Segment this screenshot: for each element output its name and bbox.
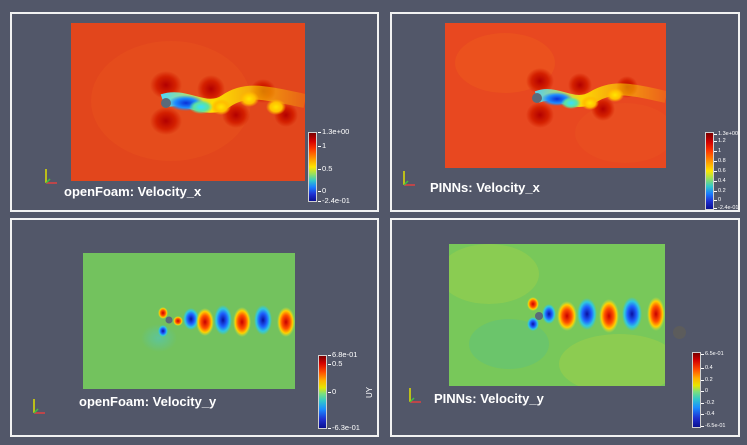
axes-orientation-icon — [33, 399, 45, 414]
velocity-x-field-openfoam — [71, 23, 305, 181]
colorbar-tick: 0 — [327, 387, 337, 396]
colorbar-velocity-x — [308, 132, 317, 202]
colorbar-tick: 0.4 — [714, 178, 726, 184]
colorbar-tick: 1.3e+00 — [317, 127, 350, 136]
cylinder-icon — [535, 312, 543, 320]
panel-title: PINNs: Velocity_y — [434, 391, 544, 406]
axes-orientation-icon — [409, 388, 421, 403]
colorbar-axis-title: UY — [365, 386, 374, 398]
colorbar-tick: 1.3e+00 — [713, 131, 739, 137]
axes-orientation-icon — [403, 171, 415, 186]
colorbar-tick: -6.3e-01 — [328, 423, 360, 432]
colorbar-tick: 0.5 — [317, 164, 333, 173]
colorbar-tick: -0.2 — [700, 400, 715, 406]
panel-title: openFoam: Velocity_y — [79, 394, 217, 409]
colorbar-velocity-y — [692, 352, 701, 428]
colorbar-tick: 0.6 — [714, 168, 726, 174]
colorbar-tick: -0.4 — [700, 411, 715, 417]
panel-title: openFoam: Velocity_x — [64, 184, 202, 199]
panel-pinns-velocity-y: 6.5e-01 0.4 0.2 0 -0.2 -0.4 -6.5e-01 PIN… — [390, 218, 740, 437]
panel-openfoam-velocity-y: 6.8e-01 0.5 0 -6.3e-01 UY openFoam: Velo… — [10, 218, 379, 437]
colorbar-tick: 0.2 — [701, 377, 713, 383]
colorbar-tick: -2.4e-01 — [318, 196, 350, 205]
colorbar-tick: -6.5e-01 — [701, 423, 726, 429]
colorbar-tick: 0 — [700, 388, 709, 394]
velocity-y-field-pinns — [449, 244, 665, 386]
colorbar-tick: 0.4 — [701, 365, 713, 371]
colorbar-velocity-y — [318, 355, 327, 429]
velocity-y-field-openfoam — [83, 253, 295, 389]
colorbar-tick: 0.2 — [714, 188, 726, 194]
cylinder-marker — [673, 326, 686, 339]
cylinder-icon — [532, 93, 542, 103]
panel-pinns-velocity-x: 1.3e+00 1.2 1 0.8 0.6 0.4 0.2 0 -2.4e-01… — [390, 12, 740, 212]
colorbar-velocity-x — [705, 132, 714, 210]
colorbar-tick: 0.5 — [327, 359, 343, 368]
panel-title: PINNs: Velocity_x — [430, 180, 540, 195]
colorbar-tick: 0 — [317, 186, 327, 195]
colorbar-tick: 0.8 — [714, 158, 726, 164]
cylinder-icon — [165, 316, 173, 324]
colorbar-tick: 0 — [713, 197, 722, 203]
colorbar-tick: 6.5e-01 — [701, 351, 724, 357]
colorbar-tick: -2.4e-01 — [714, 205, 739, 211]
colorbar-tick: 6.8e-01 — [327, 350, 358, 359]
velocity-x-field-pinns — [445, 23, 666, 168]
axes-orientation-icon — [45, 169, 57, 184]
colorbar-tick: 1 — [713, 148, 722, 154]
colorbar-tick: 1 — [317, 141, 327, 150]
cylinder-icon — [161, 98, 171, 108]
colorbar-tick: 1.2 — [714, 138, 726, 144]
panel-openfoam-velocity-x: 1.3e+00 1 0.5 0 -2.4e-01 openFoam: Veloc… — [10, 12, 379, 212]
